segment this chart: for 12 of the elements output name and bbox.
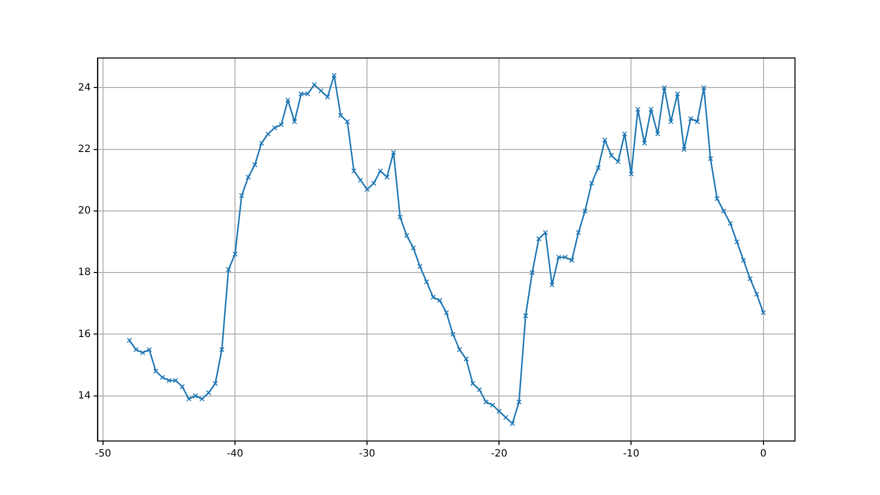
y-tick-label: 18 [78, 267, 91, 278]
x-tick-label: 0 [760, 448, 766, 460]
x-tick-label: -10 [623, 448, 640, 460]
x-tick-label: -30 [358, 448, 376, 460]
y-tick-label: 14 [78, 390, 91, 402]
x-tick-label: -50 [94, 448, 112, 460]
y-tick-label: 16 [78, 328, 91, 340]
y-tick-label: 24 [78, 82, 91, 94]
y-tick-label: 22 [78, 144, 91, 155]
x-tick-label: -40 [226, 448, 244, 460]
x-tick-label: -20 [491, 448, 508, 460]
y-tick-label: 20 [78, 206, 91, 217]
